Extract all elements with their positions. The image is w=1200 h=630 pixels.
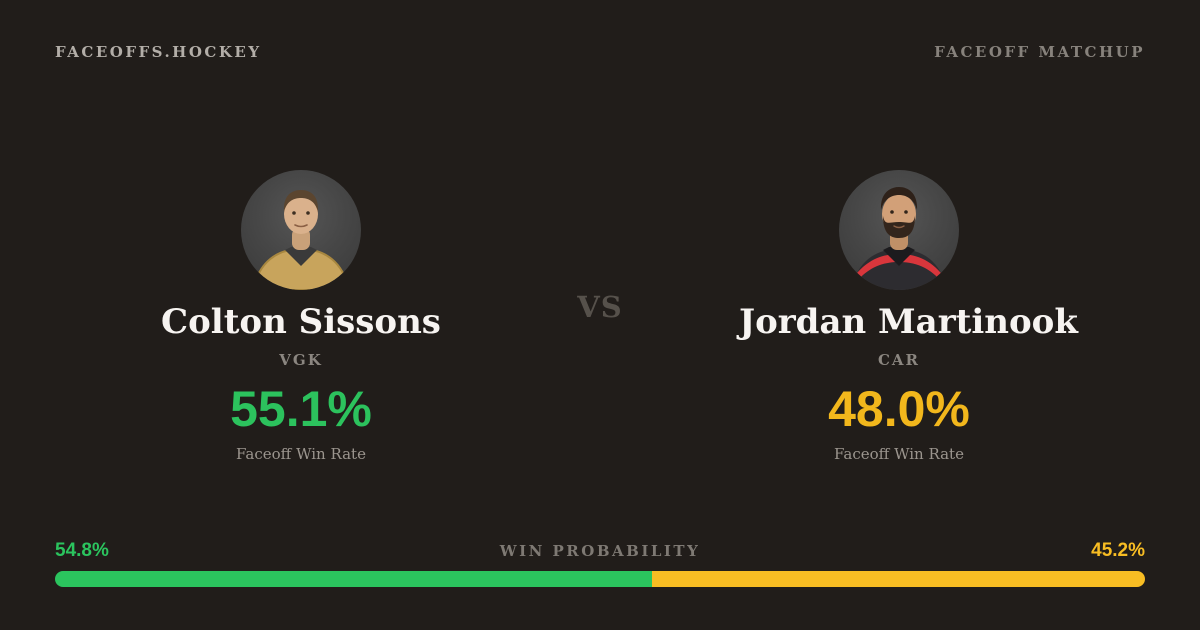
- player-card-right: Jordan Martinook CAR 48.0% Faceoff Win R…: [739, 170, 1078, 463]
- player-team-left: VGK: [279, 351, 323, 369]
- rate-label-left: Faceoff Win Rate: [236, 445, 366, 463]
- vs-label: VS: [577, 290, 623, 324]
- win-probability-bar-right-segment: [652, 571, 1145, 587]
- player-name-left: Colton Sissons: [161, 302, 441, 342]
- win-probability-labels: 54.8% WIN PROBABILITY 45.2%: [55, 540, 1145, 562]
- brand-logo-text: FACEOFFS.HOCKEY: [55, 43, 262, 61]
- win-probability-left-pct: 54.8%: [55, 540, 109, 561]
- player-team-right: CAR: [877, 351, 921, 369]
- player-name-right: Jordan Martinook: [739, 302, 1078, 342]
- win-probability-bar: [55, 571, 1145, 587]
- player-rate-right: 48.0%: [828, 381, 970, 437]
- card-type-label: FACEOFF MATCHUP: [934, 43, 1145, 61]
- player-rate-left: 55.1%: [230, 381, 372, 437]
- player-card-left: Colton Sissons VGK 55.1% Faceoff Win Rat…: [141, 170, 461, 463]
- win-probability-title: WIN PROBABILITY: [499, 542, 701, 560]
- player-photo-left: [241, 170, 361, 290]
- rate-label-right: Faceoff Win Rate: [834, 445, 964, 463]
- player-headshot-icon: [251, 190, 351, 290]
- win-probability-bar-left-segment: [55, 571, 653, 587]
- player-headshot-icon: [851, 187, 947, 290]
- player-photo-right: [839, 170, 959, 290]
- win-probability-right-pct: 45.2%: [1091, 540, 1145, 561]
